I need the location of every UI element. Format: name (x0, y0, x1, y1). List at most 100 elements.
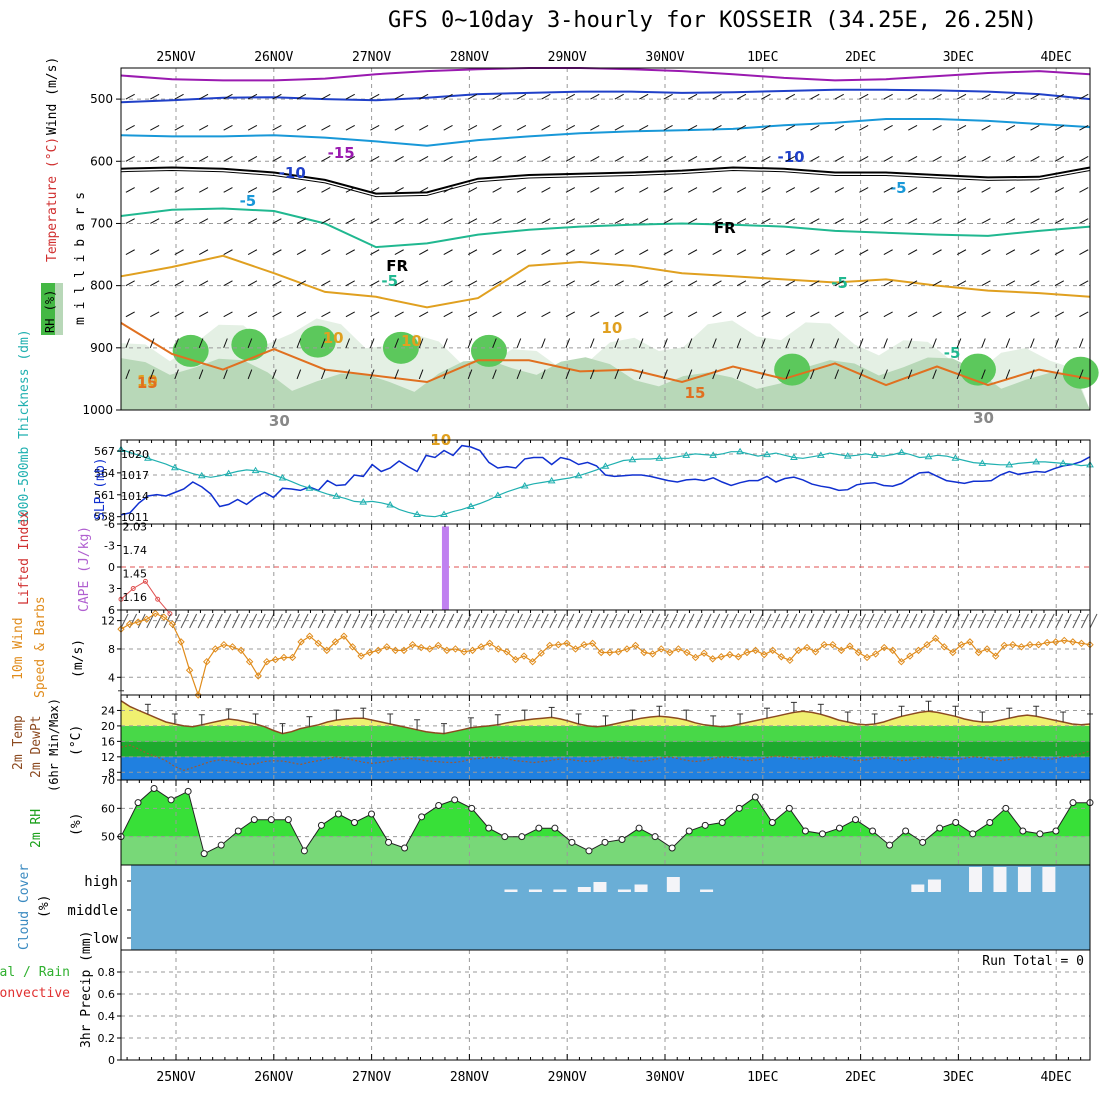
wind-barb (247, 187, 258, 193)
precip-tick-label: 0.4 (98, 1010, 116, 1023)
wind-barb (590, 124, 600, 131)
wind-barb (345, 124, 355, 131)
wind-speed-marker (811, 648, 820, 656)
wind-barb (369, 613, 378, 629)
wind-barb (296, 280, 307, 287)
wind-barb (638, 338, 644, 348)
wind-barb (956, 311, 967, 318)
wind-barb (712, 311, 722, 318)
wind-barb (669, 613, 678, 629)
wind-speed-marker (143, 615, 151, 623)
wind-barb (590, 280, 600, 287)
wind-barb (199, 187, 209, 193)
cape-tick-label: 1.74 (123, 544, 148, 557)
wind-barb (247, 218, 258, 224)
wind-barb (274, 613, 283, 629)
wind-barb (1030, 124, 1040, 131)
wind-barb (557, 613, 566, 629)
wind-axis-label-2: Speed & Barbs (33, 596, 48, 698)
wind-barb (614, 249, 624, 255)
wind-barb (541, 156, 551, 162)
wind-speed-marker (331, 638, 340, 646)
wind-barb (639, 156, 649, 162)
wind-barb (150, 249, 160, 255)
cloud-high-bar (634, 884, 648, 892)
wind-barb (1054, 156, 1065, 162)
wind-barb (736, 218, 747, 224)
wind-barb (883, 338, 888, 348)
wind-barb (1030, 187, 1040, 193)
wind-speed-marker (717, 653, 725, 661)
wind-barb (978, 613, 986, 629)
wind-barb (590, 187, 600, 193)
wind-speed-marker (468, 646, 477, 655)
wind-barb (908, 218, 918, 224)
freezing-contour (120, 169, 1091, 198)
thickness-marker (440, 510, 448, 518)
cloud-high-bar (593, 882, 607, 892)
temp-tick-label: 24 (101, 704, 115, 717)
wind-barb (272, 338, 277, 348)
rh-marker (551, 824, 559, 832)
wind-barb (370, 218, 380, 224)
upper-air-frame (120, 67, 1091, 411)
wind-barb (198, 369, 204, 380)
wind-barb (981, 187, 991, 193)
temperature-contour (120, 254, 1091, 309)
wind-speed-marker (588, 639, 597, 647)
wind-barb (125, 369, 130, 380)
wind-barb (761, 249, 771, 255)
wind-speed-marker (305, 632, 314, 640)
wind-barb (480, 613, 489, 629)
wind-barb (926, 613, 935, 629)
rh-marker (685, 827, 693, 835)
wind-barb (643, 613, 652, 629)
rh-shade-90 (1062, 356, 1099, 389)
wind-barb (120, 613, 129, 629)
temperature-contour (120, 166, 1091, 195)
wind-barb (223, 156, 233, 162)
wind-barb (785, 249, 796, 255)
date-label-bottom: 1DEC (747, 1070, 778, 1085)
contour-label: 10 (323, 329, 344, 347)
wind-barb (663, 218, 673, 224)
rh-marker (618, 836, 626, 843)
wind-barb (272, 218, 282, 224)
wind-barb (345, 249, 355, 255)
thickness-marker (628, 455, 637, 463)
rh-bands (121, 788, 1090, 865)
wind-barb (1055, 613, 1064, 629)
wind-barb (590, 93, 600, 100)
wind-speed-marker (426, 645, 434, 653)
cloud-high-bar (969, 867, 983, 892)
wind-barb (199, 156, 209, 162)
wind-barb (785, 369, 791, 380)
rh-marker (986, 819, 994, 826)
wind-barb (292, 613, 300, 629)
wind-barb (296, 156, 307, 162)
date-label-top: 29NOV (548, 50, 587, 65)
thickness-marker (413, 510, 421, 518)
wind-barb (492, 280, 502, 287)
wind-speed-marker (408, 641, 417, 649)
wind-speed-marker (803, 643, 811, 652)
wind-speed-marker (340, 632, 348, 640)
wind-barb (614, 218, 624, 224)
minmax-axis-label: (6hr Min/Max) (47, 698, 61, 792)
wind-barb (321, 338, 326, 348)
wind-barb (810, 280, 820, 287)
cloud-high-bar (577, 887, 591, 892)
wind-barb (712, 124, 722, 131)
wind-speed-marker (434, 641, 442, 650)
wind-barb (712, 369, 717, 380)
wind-speed-marker (1043, 638, 1051, 647)
wind-speed-marker (991, 652, 1000, 660)
wind-barb (223, 93, 233, 100)
wind-barb (1005, 187, 1016, 193)
wind-barb (247, 124, 258, 131)
wind-barb (272, 124, 282, 131)
wind-barb (370, 280, 380, 287)
wind-barb (272, 280, 282, 287)
wind-speed-marker (897, 658, 906, 666)
lifted-index-tick-label: 6 (108, 604, 115, 617)
